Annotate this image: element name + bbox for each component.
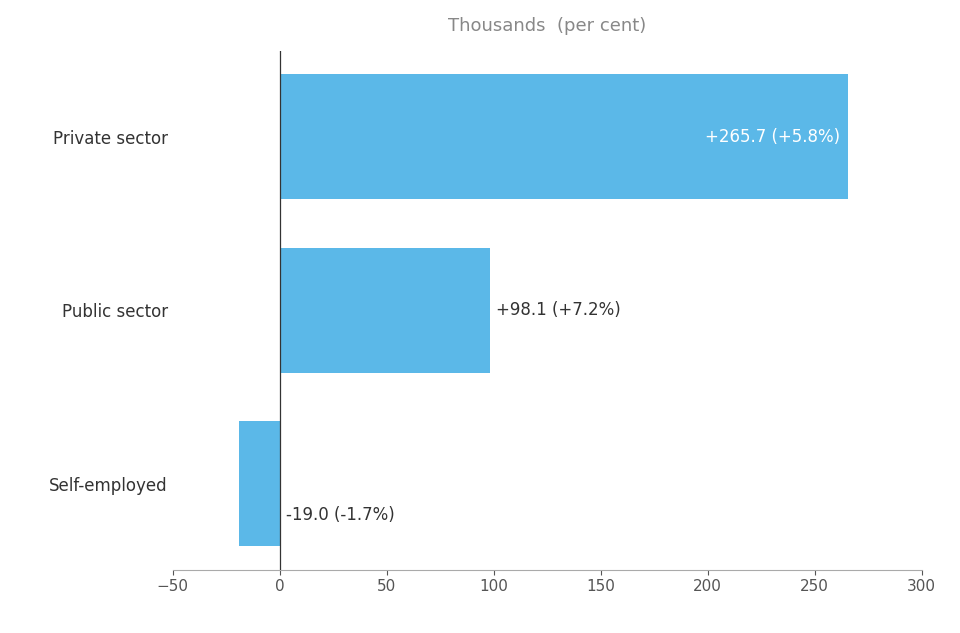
Title: Thousands  (per cent): Thousands (per cent) [448, 17, 646, 35]
Bar [279, 248, 490, 373]
Text: +265.7 (+5.8%): +265.7 (+5.8%) [705, 128, 840, 146]
Bar [279, 74, 849, 199]
Bar [239, 421, 279, 546]
Text: +98.1 (+7.2%): +98.1 (+7.2%) [496, 301, 621, 319]
Text: -19.0 (-1.7%): -19.0 (-1.7%) [286, 506, 395, 524]
